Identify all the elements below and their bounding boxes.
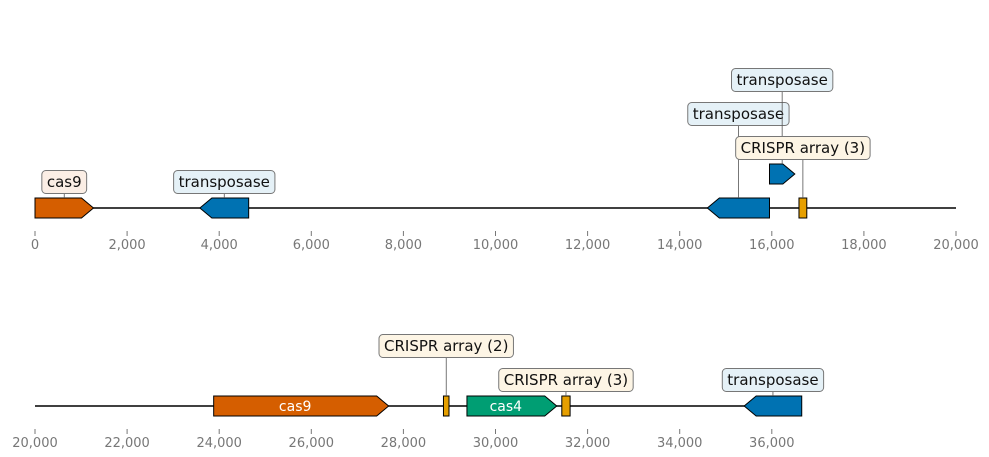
cas4-gene-arrow: [466, 395, 558, 417]
gene-label-box: transposase: [173, 170, 276, 194]
axis-tick-label: 26,000: [289, 436, 335, 451]
axis-tick-label: 18,000: [841, 238, 887, 253]
gene-label-text: cas9: [47, 173, 82, 191]
gene-map-panel-top: 0 2,000 4,000 6,000 8,000 10,000 12,000 14,000 1…: [31, 68, 979, 253]
gene-inline-label: cas4: [490, 399, 523, 415]
axis-tick-label: 8,000: [385, 238, 422, 253]
gene-label-background: [735, 136, 871, 160]
axis-tick-label: 10,000: [473, 238, 519, 253]
cas9-gene-arrow: [34, 197, 95, 219]
gene-label-text: CRISPR array (2): [384, 337, 508, 355]
gene-inline-label: cas9: [279, 399, 311, 415]
transposase-gene-arrow: [199, 197, 250, 219]
axis-tick-label: 24,000: [196, 436, 242, 451]
axis-tick-label: 28,000: [381, 436, 427, 451]
gene-label-text: CRISPR array (3): [741, 139, 865, 157]
gene-label-box: transposase: [721, 368, 825, 392]
gene-label-text: transposase: [693, 105, 784, 123]
crispr-array-block: [561, 395, 571, 417]
axis-tick-label: 0: [31, 238, 39, 253]
gene-label-background: [687, 102, 790, 126]
transposase-gene-arrow: [706, 197, 770, 219]
axis-tick-label: 36,000: [749, 436, 795, 451]
axis-tick-label: 30,000: [473, 436, 519, 451]
axis-tick-label: 32,000: [565, 436, 611, 451]
axis-tick-label: 20,000: [12, 436, 58, 451]
axis-tick-label: 34,000: [657, 436, 703, 451]
crispr-array-block: [798, 197, 808, 219]
gene-label-box: transposase: [687, 102, 790, 126]
axis-tick-label: 4,000: [201, 238, 238, 253]
axis-tick-label: 22,000: [104, 436, 150, 451]
axis-tick-label: 20,000: [933, 238, 979, 253]
gene-label-box: CRISPR array (3): [498, 368, 634, 392]
axis-tick-label: 12,000: [565, 238, 611, 253]
gene-label-box: CRISPR array (2): [378, 334, 514, 358]
axis-tick-label: 2,000: [108, 238, 145, 253]
axis-tick-label: 16,000: [749, 238, 795, 253]
gene-label-box: cas9: [41, 170, 88, 194]
gene-label-background: [378, 334, 514, 358]
gene-label-box: transposase: [731, 68, 834, 92]
gene-map-panel-bottom: 20,000 22,000 24,000 26,000 28,000 30,000 32,0…: [12, 334, 825, 451]
gene-label-text: transposase: [737, 71, 828, 89]
gene-label-text: transposase: [727, 371, 818, 389]
gene-label-background: [498, 368, 634, 392]
cas9-gene-arrow: [213, 395, 390, 417]
gene-label-text: CRISPR array (3): [504, 371, 628, 389]
gene-label-background: [731, 68, 834, 92]
transposase-gene-arrow: [743, 395, 803, 417]
gene-label-background: [173, 170, 276, 194]
gene-label-box: CRISPR array (3): [735, 136, 871, 160]
gene-label-background: [41, 170, 88, 194]
gene-label-background: [721, 368, 825, 392]
gene-label-text: transposase: [179, 173, 270, 191]
crispr-array-block: [442, 395, 450, 417]
axis-tick-label: 14,000: [657, 238, 703, 253]
transposase-gene-arrow: [768, 163, 796, 185]
axis-tick-label: 6,000: [293, 238, 330, 253]
